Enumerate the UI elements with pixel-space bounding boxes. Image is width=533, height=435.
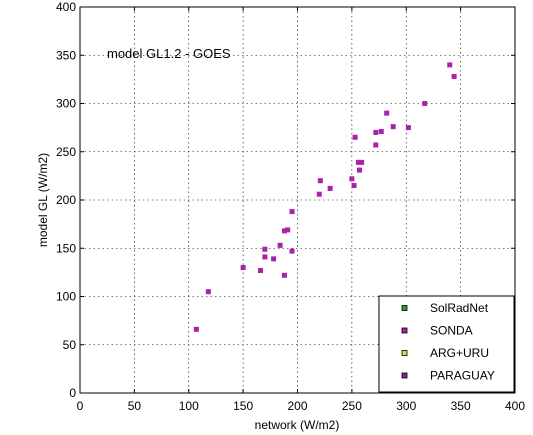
legend-box (378, 295, 515, 393)
legend-entry: PARAGUAY (401, 369, 495, 383)
data-point (359, 159, 365, 165)
x-tick-label: 0 (77, 399, 84, 413)
data-point (405, 125, 411, 131)
data-point (262, 254, 268, 260)
data-point (285, 227, 291, 233)
data-point (271, 256, 277, 262)
y-tick-label: 250 (56, 145, 76, 159)
data-point (422, 101, 428, 106)
x-tick-label: 100 (179, 399, 199, 413)
data-point (351, 183, 357, 189)
legend: SolRadNet SONDA ARG+URU PARAGUAY (378, 295, 515, 393)
data-point (447, 62, 453, 68)
y-tick-label: 300 (56, 97, 76, 111)
y-tick-label: 200 (56, 193, 76, 207)
legend-entry: ARG+URU (401, 346, 489, 360)
y-tick-label: 0 (69, 386, 76, 400)
data-point (378, 128, 384, 134)
data-point (258, 267, 264, 273)
data-point (205, 289, 211, 295)
data-point (289, 248, 295, 254)
legend-label: PARAGUAY (430, 369, 495, 383)
data-point (316, 191, 322, 197)
legend-entry: SolRadNet (401, 301, 489, 315)
legend-marker (401, 327, 408, 334)
x-tick-label: 250 (342, 399, 362, 413)
data-point (277, 242, 283, 248)
legend-marker (401, 350, 408, 356)
data-point (262, 246, 268, 252)
data-point (193, 326, 199, 332)
legend-label: SolRadNet (430, 301, 489, 315)
data-point (281, 228, 287, 234)
data-point (317, 178, 323, 184)
legend-label: ARG+URU (430, 346, 489, 360)
y-tick-label: 350 (56, 48, 76, 62)
grid-lines (80, 7, 515, 393)
data-point (349, 176, 355, 182)
x-tick-label: 400 (505, 399, 525, 413)
legend-label: SONDA (430, 324, 473, 338)
x-tick-labels: 0 50 100 150 200 250 300 350 400 (77, 399, 526, 413)
y-tick-label: 100 (56, 290, 76, 304)
data-point (384, 110, 390, 116)
data-point (355, 159, 361, 165)
x-axis-label: network (W/m2) (255, 418, 340, 432)
data-point (356, 167, 362, 173)
data-points (193, 62, 457, 332)
x-tick-label: 50 (128, 399, 142, 413)
y-tick-label: 50 (63, 338, 77, 352)
x-tick-label: 350 (451, 399, 471, 413)
data-point (352, 134, 358, 140)
y-tick-label: 150 (56, 241, 76, 255)
data-point (373, 142, 379, 148)
data-point (240, 265, 246, 271)
x-tick-label: 300 (396, 399, 416, 413)
y-axis-label: model GL (W/m2) (36, 153, 50, 247)
y-tick-label: 400 (56, 0, 76, 14)
legend-marker (401, 305, 408, 311)
data-point (289, 209, 295, 215)
legend-marker (401, 372, 408, 379)
data-point (390, 124, 396, 130)
data-point (281, 272, 287, 278)
data-point (373, 129, 379, 135)
legend-entry: SONDA (401, 324, 473, 338)
axis-ticks (79, 6, 516, 394)
chart-annotation: model GL1.2 - GOES (107, 46, 231, 61)
x-tick-label: 200 (287, 399, 307, 413)
y-tick-labels: 0 50 100 150 200 250 300 350 400 (56, 0, 76, 400)
data-point (451, 73, 457, 79)
data-point (327, 185, 333, 191)
x-tick-label: 150 (233, 399, 253, 413)
